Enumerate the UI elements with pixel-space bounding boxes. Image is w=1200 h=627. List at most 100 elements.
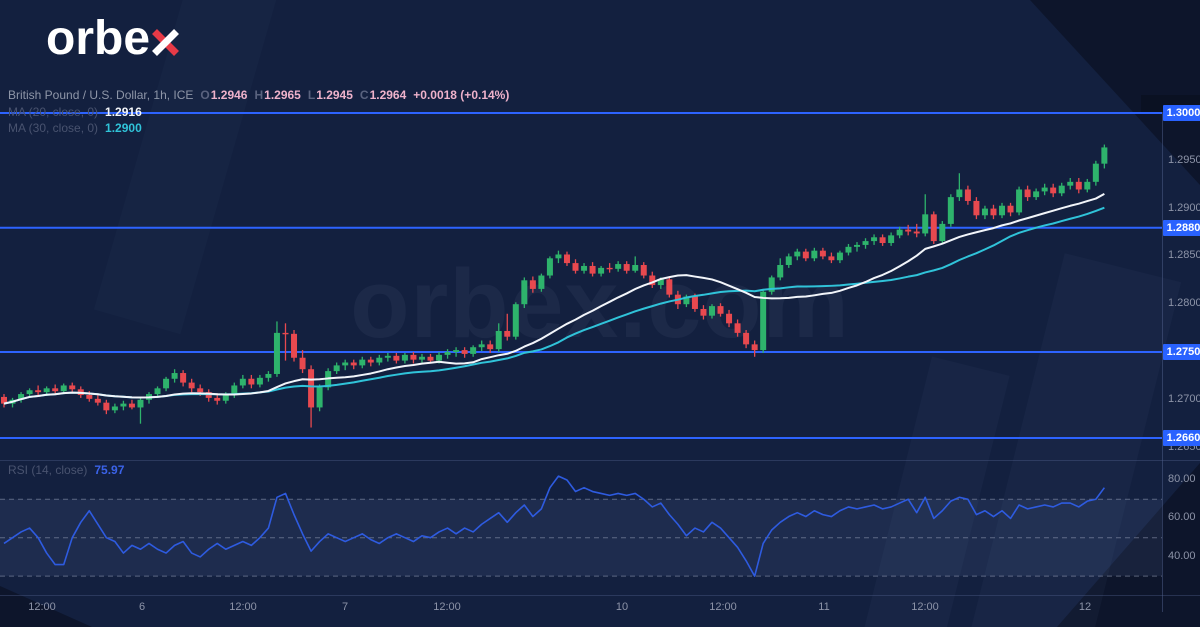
candle-body (623, 264, 630, 271)
candle-body (128, 403, 135, 408)
candle-body (854, 244, 860, 247)
candle-body (657, 279, 664, 286)
symbol-info-row[interactable]: British Pound / U.S. Dollar, 1h, ICE O 1.… (8, 88, 509, 102)
ohlc-low: L 1.2945 (307, 88, 353, 102)
candle-body (734, 323, 741, 333)
price-tick-label: 1.2900 (1168, 201, 1200, 214)
candle-body (1, 396, 7, 404)
candle-body (529, 280, 536, 289)
ma20-value: 1.2916 (105, 105, 142, 119)
time-tick-label: 6 (138, 601, 146, 613)
candle-body (1024, 189, 1031, 198)
candle-body (751, 344, 758, 351)
candle-body (760, 291, 767, 351)
time-tick-label: 7 (341, 601, 349, 613)
candle-body (265, 373, 272, 378)
rsi-legend-row[interactable]: RSI (14, close) 75.97 (8, 463, 124, 477)
candle-body (922, 214, 929, 234)
candle-body (137, 399, 144, 408)
ma20-label: MA (20, close, 0) (8, 105, 99, 119)
candle-body (819, 250, 826, 257)
candle-body (1041, 187, 1048, 192)
time-tick-label: 10 (615, 601, 629, 613)
candle-body (367, 359, 374, 363)
candle-body (581, 265, 588, 271)
candle-body (299, 357, 306, 370)
ma30-value: 1.2900 (105, 121, 142, 135)
candle-body (768, 277, 775, 292)
candle-body (504, 330, 511, 337)
candle-body (453, 350, 460, 352)
ma20-legend-row[interactable]: MA (20, close, 0) 1.2916 (8, 105, 142, 119)
candle-body (18, 394, 25, 400)
candle-body (470, 347, 477, 354)
ma30-legend-row[interactable]: MA (30, close, 0) 1.2900 (8, 121, 142, 135)
candle-body (1075, 181, 1082, 190)
change-value: +0.0018 (+0.14%) (413, 88, 510, 102)
candle-body (222, 395, 229, 401)
candle-body (717, 306, 724, 314)
candle-body (359, 359, 366, 366)
candle-body (35, 390, 42, 393)
candle-body (538, 275, 545, 289)
price-level-chip: 1.2880 (1163, 219, 1200, 236)
candle-body (777, 265, 784, 278)
candle-body (888, 235, 895, 244)
ma-line (3, 193, 1105, 405)
ohlc-open-value: 1.2946 (210, 88, 248, 102)
candle-body (1058, 185, 1065, 194)
candle-body (171, 373, 178, 379)
price-tick-label: 1.2800 (1168, 297, 1200, 310)
candle-body (973, 200, 980, 216)
candle-body (120, 403, 127, 407)
candle-body (188, 382, 195, 389)
price-level-chip: 1.3000 (1163, 105, 1200, 121)
candle-body (308, 369, 315, 408)
candle-body (1084, 181, 1091, 190)
candle-body (248, 378, 255, 385)
rsi-tick-label: 80.00 (1168, 473, 1196, 485)
candle-body (350, 362, 357, 366)
candle-body (691, 296, 698, 309)
candle-body (461, 350, 468, 354)
candle-body (871, 237, 878, 242)
candle-body (828, 256, 835, 261)
rsi-tick-label: 60.00 (1168, 511, 1196, 524)
candle-body (964, 189, 971, 201)
candle-body (401, 354, 408, 361)
candle-body (683, 296, 690, 305)
candle-body (495, 330, 502, 350)
rsi-value: 75.97 (94, 463, 125, 477)
rsi-label: RSI (14, close) (8, 463, 88, 477)
ohlc-high-value: 1.2965 (264, 88, 301, 102)
candle-body (930, 214, 937, 242)
rsi-line (3, 475, 1106, 577)
candle-body (913, 231, 920, 234)
candle-body (1092, 163, 1099, 182)
price-level-chip: 1.2750 (1163, 344, 1200, 360)
candle-body (990, 208, 997, 216)
candle-body (333, 365, 340, 372)
time-axis[interactable] (0, 595, 1162, 627)
candle-body (1050, 187, 1057, 194)
ohlc-low-value: 1.2945 (316, 88, 353, 102)
time-tick-label: 12:00 (709, 601, 737, 613)
time-tick-label: 12:00 (433, 601, 461, 613)
candle-body (845, 246, 852, 253)
candle-body (939, 223, 946, 242)
candle-body (60, 385, 67, 392)
candle-body (555, 254, 562, 259)
candle-body (700, 308, 707, 316)
candle-body (802, 251, 809, 259)
orbex-logo-text: orbe (46, 12, 151, 65)
candle-body (52, 388, 59, 392)
candle-body (214, 397, 221, 401)
ohlc-open: O 1.2946 (200, 88, 248, 102)
candle-body (197, 388, 204, 393)
candle-body (589, 265, 596, 274)
candle-body (836, 252, 843, 261)
candle-body (376, 357, 383, 363)
price-tick-label: 1.2700 (1168, 392, 1200, 405)
